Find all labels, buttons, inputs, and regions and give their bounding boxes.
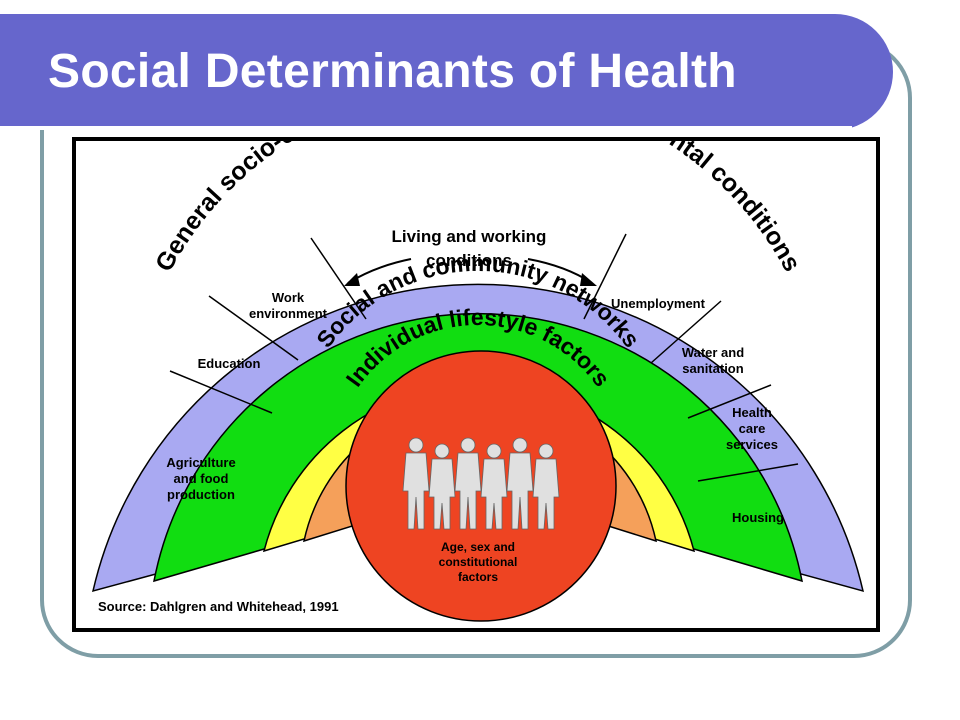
core-label-line3: factors: [458, 570, 498, 584]
person-silhouette: [454, 437, 482, 530]
segment-health-line2: care: [739, 421, 766, 436]
segment-agriculture-line1: Agriculture: [166, 455, 235, 470]
person-silhouette: [506, 437, 534, 530]
core-label-line2: constitutional: [439, 555, 518, 569]
person-silhouette: [402, 437, 430, 530]
rainbow-diagram: General socio-economic, cultural and env…: [91, 141, 865, 622]
title-underline: [0, 126, 852, 130]
living-heading-line2: conditions: [426, 251, 512, 270]
person-silhouette: [428, 443, 456, 530]
segment-water-line1: Water and: [682, 345, 744, 360]
people-silhouettes: [402, 437, 560, 530]
segment-work-line2: environment: [249, 306, 328, 321]
segment-work-line1: Work: [272, 290, 305, 305]
left-arrowhead: [344, 273, 360, 286]
source-citation: Source: Dahlgren and Whitehead, 1991: [98, 599, 339, 614]
core-label-line1: Age, sex and: [441, 540, 515, 554]
person-silhouette: [532, 443, 560, 530]
segment-education: Education: [198, 356, 261, 371]
right-arrowhead: [580, 273, 597, 286]
segment-agriculture-line3: production: [167, 487, 235, 502]
segment-unemployment: Unemployment: [611, 296, 706, 311]
segment-housing: Housing: [732, 510, 784, 525]
segment-health-line1: Health: [732, 405, 772, 420]
diagram-box: General socio-economic, cultural and env…: [72, 137, 880, 632]
living-heading-line1: Living and working: [392, 227, 547, 246]
person-silhouette: [480, 443, 508, 530]
page-title: Social Determinants of Health: [48, 45, 737, 98]
segment-agriculture-line2: and food: [174, 471, 229, 486]
segment-dividers: [169, 233, 799, 482]
segment-health-line3: services: [726, 437, 778, 452]
title-bar: [0, 14, 893, 130]
segment-water-line2: sanitation: [682, 361, 743, 376]
